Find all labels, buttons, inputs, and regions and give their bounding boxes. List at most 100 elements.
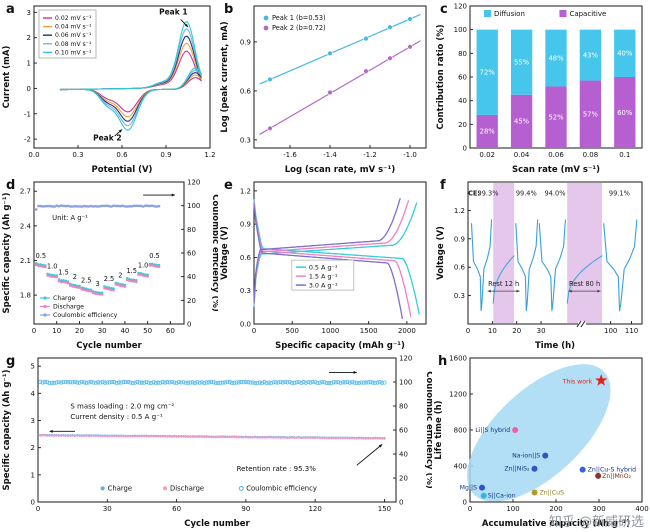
svg-text:Charge: Charge [108,485,132,493]
svg-text:-1.0: -1.0 [403,151,417,159]
svg-text:0: 0 [252,327,256,335]
svg-text:Specific capacity (Ah g⁻¹): Specific capacity (Ah g⁻¹) [2,369,12,490]
svg-text:0.10 mV s⁻¹: 0.10 mV s⁻¹ [55,49,92,56]
svg-text:90: 90 [241,505,250,513]
svg-text:0.08: 0.08 [583,151,599,159]
svg-text:Voltage (V): Voltage (V) [436,226,446,280]
svg-text:c: c [440,2,448,17]
svg-text:2000: 2000 [398,327,416,335]
svg-text:100: 100 [187,202,200,210]
svg-text:1: 1 [27,60,31,68]
svg-text:S mass loading : 2.0 mg cm⁻²: S mass loading : 2.0 mg cm⁻² [70,402,174,410]
svg-text:55%: 55% [514,59,530,67]
svg-text:Log (peak current, mA): Log (peak current, mA) [220,21,230,132]
svg-text:60: 60 [166,327,175,335]
svg-text:Mg||S: Mg||S [460,485,477,492]
svg-text:0.1: 0.1 [619,151,630,159]
svg-text:120: 120 [454,3,467,11]
svg-text:-2: -2 [24,136,31,144]
svg-text:0: 0 [463,145,467,153]
svg-text:400: 400 [454,463,467,471]
svg-text:48%: 48% [548,54,564,62]
svg-text:40: 40 [120,327,129,335]
svg-text:0: 0 [399,499,403,507]
svg-text:30: 30 [98,327,107,335]
svg-text:100: 100 [399,379,412,387]
svg-text:99.3%: 99.3% [478,189,499,197]
svg-text:Log (scan rate, mV s⁻¹): Log (scan rate, mV s⁻¹) [285,165,396,175]
svg-text:40%: 40% [617,50,633,58]
svg-text:Rest 80 h: Rest 80 h [569,280,600,288]
svg-text:72%: 72% [480,69,496,77]
svg-text:0: 0 [36,505,40,513]
svg-text:0.06: 0.06 [548,151,564,159]
svg-text:0.6: 0.6 [454,264,466,272]
svg-text:1.2: 1.2 [454,207,465,215]
svg-text:CE:: CE: [468,189,480,197]
svg-text:0: 0 [31,499,35,507]
svg-text:60%: 60% [617,109,633,117]
svg-text:2.4: 2.4 [20,222,32,230]
svg-text:120: 120 [399,355,412,363]
svg-text:0.5: 0.5 [36,252,47,260]
svg-text:0.04 mV s⁻¹: 0.04 mV s⁻¹ [55,24,92,31]
svg-text:0.3: 0.3 [240,287,251,295]
svg-text:1500: 1500 [360,327,378,335]
svg-text:100: 100 [604,327,617,335]
svg-text:80: 80 [458,50,467,58]
svg-text:50: 50 [143,327,152,335]
svg-text:0.6: 0.6 [240,87,252,95]
svg-text:3.0 A g⁻¹: 3.0 A g⁻¹ [309,281,338,289]
svg-text:a: a [6,2,15,17]
svg-text:0: 0 [468,505,472,513]
svg-text:0: 0 [27,85,31,93]
svg-text:1.0: 1.0 [138,261,149,269]
svg-text:Coulombic efficiency (%): Coulombic efficiency (%) [424,371,432,489]
svg-text:99.1%: 99.1% [609,189,630,197]
svg-text:1.5: 1.5 [58,268,69,276]
panel-g-chart: 0 30 60 90 120 150 0 1 2 3 4 5 0 20 40 60 80 100 120 Coulom… [2,354,432,529]
svg-text:Discharge: Discharge [53,304,84,311]
svg-text:0: 0 [187,321,191,329]
svg-text:Accumulative capacity (Ah g⁻¹): Accumulative capacity (Ah g⁻¹) [482,519,630,529]
svg-text:0.5 A g⁻¹: 0.5 A g⁻¹ [309,263,338,271]
svg-text:-1.4: -1.4 [323,151,337,159]
svg-text:Peak 1: Peak 1 [159,7,187,16]
svg-text:300: 300 [592,505,605,513]
panel-h-chart: 0 100 200 300 400 0 400 800 1200 1600 Accumulative… [434,354,649,529]
svg-text:20: 20 [399,475,408,483]
svg-text:3: 3 [31,417,35,425]
svg-text:120: 120 [308,505,321,513]
svg-text:40: 40 [187,273,196,281]
svg-text:S||Ca-ion: S||Ca-ion [488,493,516,500]
svg-text:200: 200 [549,505,562,513]
svg-text:Rest 12 h: Rest 12 h [488,280,519,288]
svg-text:1.8: 1.8 [20,292,31,300]
svg-text:1: 1 [31,471,35,479]
svg-text:Coulombic efficiency: Coulombic efficiency [246,485,317,493]
svg-text:20: 20 [512,327,521,335]
svg-text:Voltage (V): Voltage (V) [220,226,230,280]
svg-text:Coulombic efficiency (%): Coulombic efficiency (%) [210,194,218,312]
svg-text:4: 4 [31,390,36,398]
svg-text:0.6: 0.6 [116,151,128,159]
svg-text:0.3: 0.3 [72,151,83,159]
svg-text:0.0: 0.0 [28,151,39,159]
svg-text:500: 500 [286,327,299,335]
svg-text:10: 10 [52,327,61,335]
svg-text:Diffusion: Diffusion [494,10,525,18]
svg-text:0.5: 0.5 [149,252,160,260]
svg-text:2.5: 2.5 [81,276,92,284]
svg-text:30: 30 [537,327,546,335]
svg-text:2: 2 [118,272,122,280]
svg-text:40: 40 [458,97,467,105]
svg-text:Cycle number: Cycle number [76,341,142,351]
svg-text:Specific capacity (Ah g⁻¹): Specific capacity (Ah g⁻¹) [2,192,12,313]
svg-text:2.1: 2.1 [20,257,31,265]
svg-text:150: 150 [378,505,391,513]
svg-text:2.7: 2.7 [20,188,31,196]
svg-text:99.4%: 99.4% [516,189,537,197]
svg-text:This work: This work [562,379,593,386]
svg-text:100: 100 [506,505,519,513]
